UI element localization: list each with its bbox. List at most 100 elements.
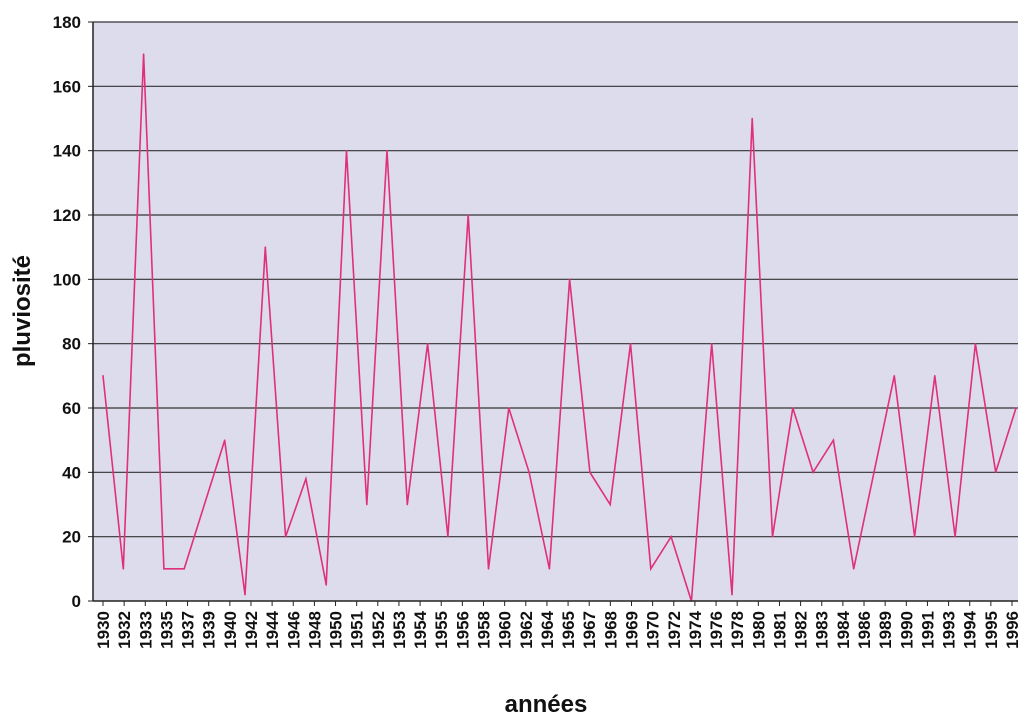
x-tick-label: 1974: [686, 610, 705, 648]
data-point: [366, 503, 368, 506]
data-point: [670, 535, 672, 538]
x-tick-label: 1972: [665, 611, 684, 649]
data-point: [629, 342, 632, 345]
data-point: [771, 535, 774, 538]
x-tick-label: 1994: [961, 610, 980, 648]
y-tick-label: 180: [53, 13, 81, 32]
x-tick-label: 1970: [644, 611, 663, 649]
x-tick-label: 1942: [242, 611, 261, 649]
y-tick-label: 120: [53, 206, 81, 225]
x-tick-label: 1983: [813, 611, 832, 649]
data-point: [325, 584, 328, 586]
x-tick-label: 1991: [918, 611, 937, 649]
series-line: [102, 54, 1017, 602]
x-tick-label: 1986: [855, 611, 874, 649]
data-point: [710, 342, 713, 345]
data-point: [568, 278, 571, 281]
data-point: [974, 342, 977, 345]
y-tick-label: 60: [62, 399, 81, 418]
data-point: [1015, 407, 1017, 409]
x-tick-label: 1960: [496, 611, 515, 649]
data-point: [731, 593, 733, 596]
data-point: [589, 471, 591, 474]
x-tick-label: 1948: [305, 611, 324, 649]
data-point: [893, 375, 896, 377]
data-point: [548, 568, 551, 570]
x-tick-label: 1976: [707, 611, 726, 649]
x-tick-label: 1951: [348, 611, 367, 649]
x-tick-label: 1944: [263, 610, 282, 648]
plot-area: [93, 22, 1018, 601]
x-tick-label: 1950: [327, 611, 346, 649]
x-tick-label: 1952: [369, 611, 388, 649]
data-point: [386, 149, 388, 152]
data-point: [792, 407, 794, 409]
x-tick-label: 1932: [115, 611, 134, 649]
data-point: [508, 407, 510, 409]
x-tick-label: 1937: [179, 611, 198, 649]
data-point: [467, 214, 470, 216]
data-point: [305, 478, 307, 480]
x-ticks: 1930 1932 1933 1935 1937 1939 1940 1942 1944 1946…: [94, 601, 1020, 649]
data-point: [284, 535, 287, 538]
x-tick-label: 1954: [411, 610, 430, 648]
data-point: [447, 535, 449, 538]
data-point: [650, 568, 652, 570]
x-tick-label: 1982: [792, 611, 811, 649]
data-point: [954, 535, 956, 538]
x-tick-label: 1939: [200, 611, 219, 649]
data-point: [852, 568, 855, 570]
data-point: [426, 342, 429, 345]
x-tick-label: 1968: [601, 611, 620, 649]
data-point: [487, 568, 490, 570]
data-point: [994, 471, 997, 474]
data-point: [406, 503, 409, 506]
y-tick-label: 40: [62, 463, 81, 482]
x-tick-label: 1981: [770, 611, 789, 649]
y-tick-label: 0: [72, 592, 81, 611]
x-tick-label: 1935: [157, 611, 176, 649]
x-tick-label: 1984: [834, 610, 853, 648]
data-point: [102, 375, 104, 377]
series-layer: [102, 53, 1017, 602]
data-point: [934, 375, 936, 377]
x-tick-label: 1930: [94, 611, 113, 649]
data-point: [264, 246, 267, 248]
data-point: [873, 471, 875, 474]
data-point: [812, 471, 814, 474]
data-point: [244, 593, 246, 596]
x-tick-label: 1965: [559, 611, 578, 649]
data-point: [609, 503, 611, 506]
x-tick-label: 1962: [517, 611, 536, 649]
y-tick-label: 140: [53, 142, 81, 161]
data-point: [203, 503, 206, 506]
x-tick-label: 1933: [136, 611, 155, 649]
x-tick-label: 1995: [982, 611, 1001, 649]
x-tick-label: 1980: [749, 611, 768, 649]
x-tick-label: 1990: [897, 611, 916, 649]
data-point: [913, 535, 916, 538]
data-point: [751, 117, 753, 120]
x-tick-label: 1967: [580, 611, 599, 649]
y-ticks: 0 20 40 60 80 100 120 140 160 180: [53, 13, 93, 611]
x-tick-label: 1989: [876, 611, 895, 649]
data-point: [223, 439, 226, 442]
x-axis-title: années: [505, 691, 588, 718]
data-point: [122, 568, 125, 570]
x-tick-label: 1955: [432, 611, 451, 649]
x-tick-label: 1956: [453, 611, 472, 649]
y-tick-label: 100: [53, 270, 81, 289]
data-point: [528, 471, 530, 474]
x-tick-label: 1946: [284, 611, 303, 649]
y-axis-title: pluviosité: [9, 255, 36, 367]
x-tick-label: 1969: [622, 611, 641, 649]
data-point: [142, 53, 145, 55]
y-tick-label: 80: [62, 335, 81, 354]
data-point: [183, 568, 185, 570]
data-point: [345, 149, 348, 152]
x-tick-label: 1953: [390, 611, 409, 649]
x-tick-label: 1978: [728, 611, 747, 649]
x-tick-label: 1996: [1003, 611, 1020, 649]
